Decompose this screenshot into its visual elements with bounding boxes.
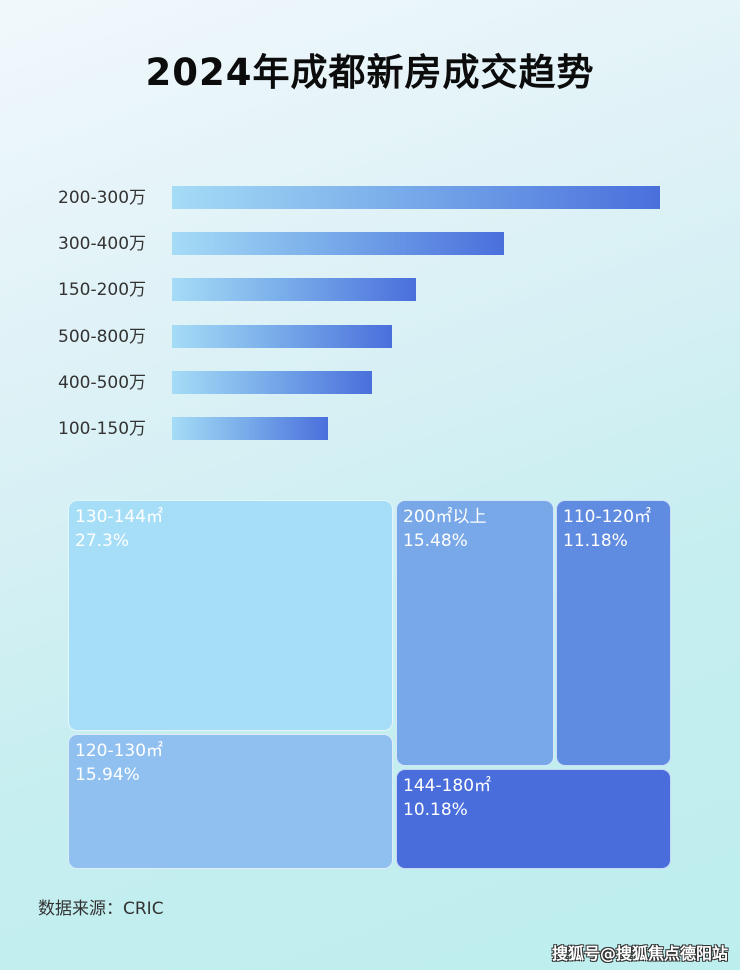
bar: [172, 417, 329, 440]
bar-label: 300-400万: [58, 234, 147, 255]
bar-label: 150-200万: [58, 280, 147, 301]
treemap-cell: 200㎡以上 15.48%: [396, 500, 554, 766]
bar: [172, 186, 660, 209]
cell-value: 27.3%: [75, 531, 130, 551]
data-source: 数据来源：CRIC: [38, 899, 164, 919]
bar: [172, 370, 373, 394]
cell-value: 15.48%: [403, 531, 468, 551]
bar-label: 200-300万: [58, 188, 147, 208]
cell-label: 110-120㎡: [563, 507, 652, 527]
bar-chart: 200-300万 300-400万 150-200万 500-800万 400-500万…: [0, 0, 740, 460]
bar-label: 400-500万: [58, 372, 147, 393]
treemap-cell: 130-144㎡ 27.3%: [68, 500, 393, 731]
treemap-cell: 120-130㎡ 15.94%: [68, 734, 393, 869]
chart-title: 2024年成都新房成交趋势: [145, 51, 595, 94]
bar-label: 100-150万: [58, 419, 147, 439]
bar: [172, 278, 416, 302]
cell-label: 144-180㎡: [403, 776, 492, 796]
bar: [172, 232, 504, 256]
treemap-cell: 110-120㎡ 11.18%: [556, 500, 671, 766]
cell-label: 120-130㎡: [75, 741, 164, 761]
watermark: 搜狐号@搜狐焦点德阳站: [551, 944, 728, 963]
bar-label: 500-800万: [58, 326, 147, 347]
cell-value: 11.18%: [563, 531, 628, 551]
treemap-cell: 144-180㎡ 10.18%: [396, 769, 671, 869]
cell-value: 15.94%: [75, 765, 140, 785]
cell-label: 130-144㎡: [75, 507, 164, 527]
bar: [172, 324, 392, 348]
cell-value: 10.18%: [403, 800, 468, 820]
cell-label: 200㎡以上: [403, 507, 487, 527]
